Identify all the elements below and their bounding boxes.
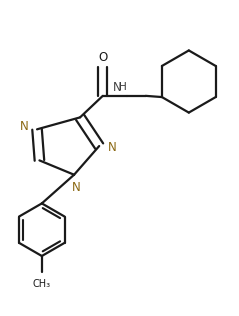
Text: O: O	[98, 51, 107, 64]
Text: N: N	[20, 120, 28, 133]
Text: H: H	[119, 82, 127, 93]
Text: N: N	[72, 181, 81, 194]
Text: CH₃: CH₃	[33, 279, 51, 289]
Text: N: N	[108, 141, 117, 154]
Text: N: N	[113, 81, 121, 94]
